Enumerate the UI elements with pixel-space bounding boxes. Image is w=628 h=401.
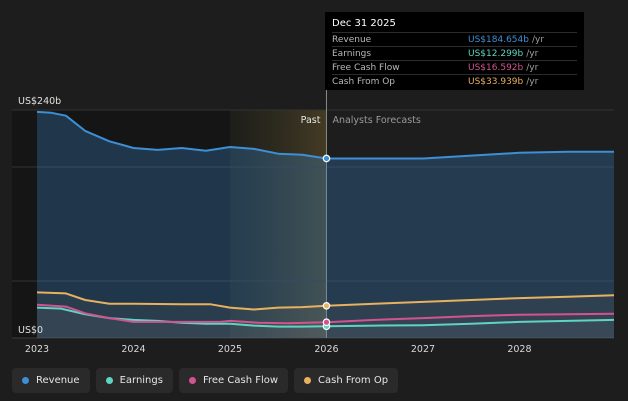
y-axis-top-label: US$240b — [18, 96, 61, 107]
legend-dot-icon — [188, 377, 196, 384]
past-label: Past — [301, 115, 321, 126]
tooltip-row-revenue: Revenue US$184.654b /yr — [332, 32, 577, 46]
legend-dot-icon — [105, 377, 113, 384]
tooltip-value: US$16.592b — [468, 62, 524, 73]
tooltip-date: Dec 31 2025 — [332, 18, 396, 29]
legend-label: Free Cash Flow — [202, 375, 279, 386]
forecast-label: Analysts Forecasts — [332, 115, 420, 126]
x-tick-label: 2026 — [314, 344, 338, 355]
legend-item-revenue[interactable]: Revenue — [12, 368, 90, 393]
tooltip-value: US$184.654b — [468, 34, 529, 45]
x-tick-label: 2027 — [411, 344, 435, 355]
tooltip-label: Revenue — [332, 34, 372, 45]
tooltip-unit: /yr — [526, 62, 539, 73]
x-tick-label: 2025 — [218, 344, 242, 355]
legend-item-cash-from-op[interactable]: Cash From Op — [294, 368, 399, 393]
tooltip-unit: /yr — [531, 34, 545, 45]
legend-dot-icon — [22, 377, 29, 384]
tooltip-unit: /yr — [526, 48, 539, 59]
tooltip-label: Cash From Op — [332, 76, 396, 87]
tooltip-label: Earnings — [332, 48, 372, 59]
legend-item-earnings[interactable]: Earnings — [95, 368, 173, 393]
legend-label: Revenue — [36, 375, 80, 386]
series-area-revenue — [37, 111, 614, 339]
legend-label: Cash From Op — [318, 375, 389, 386]
legend-item-free-cash-flow[interactable]: Free Cash Flow — [178, 368, 289, 393]
series-line-cash-from-op — [36, 291, 615, 311]
series-area-cash-from-op — [37, 292, 614, 338]
tooltip-value: US$33.939b — [468, 76, 524, 87]
tooltip-value: US$12.299b — [468, 48, 524, 59]
series-area-free-cash-flow — [37, 304, 614, 338]
series-line-free-cash-flow — [36, 303, 615, 325]
series-marker-free-cash-flow — [322, 318, 331, 327]
tooltip-unit: /yr — [526, 76, 539, 87]
x-tick-label: 2028 — [507, 344, 531, 355]
series-line-revenue — [36, 110, 614, 160]
series-marker-cash-from-op — [322, 301, 331, 310]
y-axis-bottom-label: US$0 — [18, 325, 43, 336]
tooltip-row-free-cash-flow: Free Cash Flow US$16.592b /yr — [332, 60, 577, 74]
series-marker-revenue — [322, 154, 331, 163]
series-area-earnings — [37, 307, 614, 338]
x-tick-label: 2023 — [25, 344, 49, 355]
tooltip-label: Free Cash Flow — [332, 62, 400, 73]
chart-legend: Revenue Earnings Free Cash Flow Cash Fro… — [12, 368, 399, 393]
legend-label: Earnings — [119, 375, 163, 386]
x-tick-label: 2024 — [121, 344, 145, 355]
tooltip-row-earnings: Earnings US$12.299b /yr — [332, 46, 577, 60]
tooltip-row-cash-from-op: Cash From Op US$33.939b /yr — [332, 74, 577, 88]
legend-dot-icon — [304, 377, 312, 384]
data-tooltip: Dec 31 2025 Revenue US$184.654b /yr Earn… — [325, 12, 584, 90]
